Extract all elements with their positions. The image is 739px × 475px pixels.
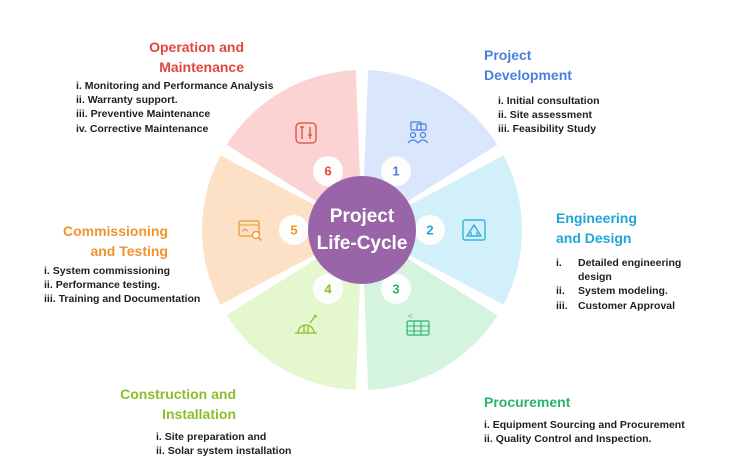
stage-4-title-line-2: Installation bbox=[162, 406, 236, 422]
stage-5-title: Commissioning and Testing bbox=[40, 221, 168, 261]
list-item: iii. Customer Approval bbox=[556, 299, 688, 313]
stage-5-items: i. System commissioning ii. Performance … bbox=[44, 264, 200, 307]
stage-5-number-badge: 5 bbox=[277, 213, 311, 247]
item-number: iii. bbox=[76, 108, 88, 121]
item-text: System commissioning bbox=[52, 265, 171, 277]
item-number: i. bbox=[44, 265, 50, 277]
stage-number: 5 bbox=[290, 223, 297, 238]
item-text: Preventive Maintenance bbox=[90, 108, 211, 121]
browser-search-icon bbox=[238, 220, 262, 241]
item-text: Solar system installation bbox=[167, 445, 292, 458]
stage-number: 6 bbox=[324, 164, 331, 179]
item-number: i. bbox=[156, 431, 162, 443]
center-hub: Project Life-Cycle bbox=[308, 176, 416, 284]
item-text: Performance testing. bbox=[55, 279, 161, 292]
list-item: ii. Site assessment bbox=[498, 108, 600, 122]
stage-4-number-badge: 4 bbox=[311, 271, 345, 306]
construction-helmet-icon bbox=[295, 314, 318, 334]
stage-5-segment bbox=[202, 155, 343, 305]
blueprint-icon bbox=[462, 219, 486, 241]
stage-1-title-line-2: Development bbox=[484, 67, 572, 83]
stage-6-title-line-1: Operation and bbox=[149, 39, 244, 55]
people-briefcase-icon bbox=[407, 121, 429, 144]
item-number: iii. bbox=[498, 123, 510, 136]
tools-icon bbox=[295, 122, 317, 144]
item-number: ii. bbox=[484, 433, 493, 446]
stage-6-items: i. Monitoring and Performance Analysis i… bbox=[76, 79, 273, 136]
stage-2-items: i. Detailed engineering design ii. System … bbox=[556, 256, 688, 313]
stage-2-title-line-1: Engineering bbox=[556, 210, 637, 226]
item-number: ii. bbox=[44, 279, 53, 292]
stage-3-number-badge: 3 bbox=[379, 271, 413, 306]
item-text: Detailed engineering design bbox=[578, 257, 682, 284]
stage-2-title: Engineering and Design bbox=[556, 208, 637, 248]
item-number: i. bbox=[484, 419, 490, 431]
grid-sheet-icon bbox=[406, 313, 430, 336]
item-number: iii. bbox=[44, 293, 56, 306]
stage-1-title: Project Development bbox=[484, 45, 572, 85]
item-text: Feasibility Study bbox=[512, 123, 597, 136]
list-item: iii. Preventive Maintenance bbox=[76, 107, 273, 121]
item-text: Initial consultation bbox=[506, 95, 600, 107]
item-number: i. bbox=[76, 80, 82, 92]
item-text: Quality Control and Inspection. bbox=[495, 433, 652, 446]
stage-3-items: i. Equipment Sourcing and Procurement ii… bbox=[484, 418, 685, 446]
item-number: iii. bbox=[556, 299, 568, 312]
list-item: ii. Warranty support. bbox=[76, 93, 273, 107]
list-item: iii. Training and Documentation bbox=[44, 292, 200, 306]
center-circle bbox=[308, 176, 416, 284]
item-text: System modeling. bbox=[578, 285, 668, 298]
item-text: Training and Documentation bbox=[58, 293, 201, 306]
item-number: ii. bbox=[156, 445, 165, 458]
list-item: i. Site preparation and bbox=[156, 430, 291, 444]
stage-2-segment bbox=[381, 155, 523, 305]
stage-6-number-badge: 6 bbox=[311, 154, 345, 189]
stage-3-title-line-1: Procurement bbox=[484, 394, 571, 410]
stage-number: 2 bbox=[426, 223, 433, 238]
stage-4-title: Construction and Installation bbox=[96, 384, 236, 424]
list-item: ii. Solar system installation bbox=[156, 444, 291, 458]
item-number: ii. bbox=[498, 109, 507, 122]
list-item: ii. Quality Control and Inspection. bbox=[484, 432, 685, 446]
stage-2-number-badge: 2 bbox=[413, 213, 447, 247]
center-label-line-2: Life-Cycle bbox=[317, 233, 408, 254]
stage-6-title-line-2: Maintenance bbox=[159, 59, 244, 75]
item-text: Monitoring and Performance Analysis bbox=[84, 80, 274, 92]
list-item: i. Detailed engineering design bbox=[556, 256, 688, 284]
item-number: i. bbox=[556, 257, 562, 269]
center-label-line-1: Project bbox=[330, 206, 395, 227]
item-text: Customer Approval bbox=[578, 299, 676, 312]
stage-2-title-line-2: and Design bbox=[556, 230, 632, 246]
stage-6-title: Operation and Maintenance bbox=[100, 37, 244, 77]
item-number: i. bbox=[498, 95, 504, 107]
stage-number: 3 bbox=[392, 281, 399, 296]
stage-number: 1 bbox=[392, 164, 399, 179]
list-item: ii. System modeling. bbox=[556, 284, 688, 298]
stage-4-items: i. Site preparation and ii. Solar system… bbox=[156, 430, 291, 458]
list-item: i. Initial consultation bbox=[498, 94, 600, 108]
list-item: iv. Corrective Maintenance bbox=[76, 122, 273, 136]
stage-number: 4 bbox=[324, 281, 332, 296]
list-item: i. Monitoring and Performance Analysis bbox=[76, 79, 273, 93]
stage-1-title-line-1: Project bbox=[484, 47, 532, 63]
stage-5-title-line-1: Commissioning bbox=[62, 223, 168, 239]
stage-1-items: i. Initial consultation ii. Site assessm… bbox=[498, 94, 600, 137]
stage-5-title-line-2: and Testing bbox=[90, 243, 168, 259]
list-item: i. Equipment Sourcing and Procurement bbox=[484, 418, 685, 432]
list-item: iii. Feasibility Study bbox=[498, 122, 600, 136]
stage-3-title: Procurement bbox=[484, 392, 570, 412]
item-number: ii. bbox=[76, 94, 85, 107]
list-item: ii. Performance testing. bbox=[44, 278, 200, 292]
item-text: Corrective Maintenance bbox=[89, 122, 209, 135]
item-number: ii. bbox=[556, 285, 565, 298]
stage-4-title-line-1: Construction and bbox=[120, 386, 236, 402]
item-number: iv. bbox=[76, 122, 87, 135]
item-text: Equipment Sourcing and Procurement bbox=[492, 419, 685, 431]
list-item: i. System commissioning bbox=[44, 264, 200, 278]
stage-1-number-badge: 1 bbox=[379, 154, 413, 189]
item-text: Warranty support. bbox=[87, 94, 178, 107]
item-text: Site preparation and bbox=[164, 431, 267, 443]
item-text: Site assessment bbox=[509, 109, 592, 122]
